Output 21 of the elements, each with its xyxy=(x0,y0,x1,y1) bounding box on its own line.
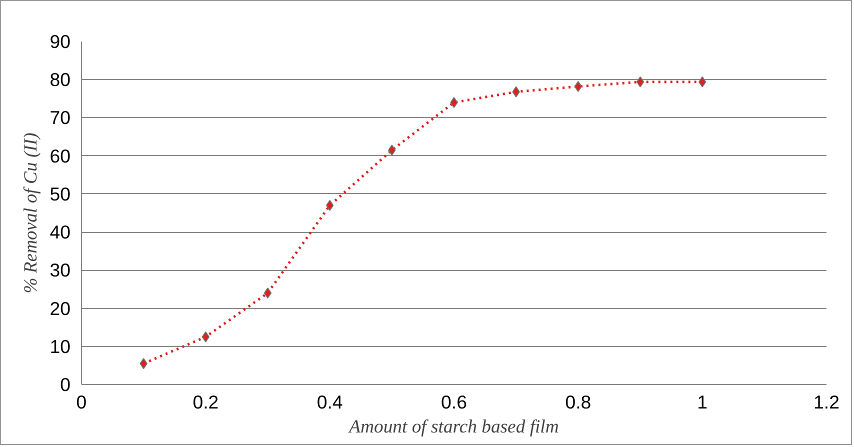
y-tick-label: 40 xyxy=(50,222,71,243)
y-tick-label: 50 xyxy=(50,183,71,204)
y-tick-label: 60 xyxy=(50,145,71,166)
point xyxy=(636,76,644,88)
y-tick-label: 30 xyxy=(50,260,71,281)
x-tick-label: 1 xyxy=(697,392,708,412)
x-tick-label: 1.2 xyxy=(814,392,840,412)
x-tick-label: 0.4 xyxy=(316,392,343,412)
y-tick-label: 20 xyxy=(50,298,71,319)
y-axis-title: % Removal of Cu (II) xyxy=(20,132,42,294)
x-tick-label: 0 xyxy=(76,392,87,412)
x-tick-label: 0.8 xyxy=(565,392,592,412)
x-tick-label: 0.6 xyxy=(441,392,467,412)
y-tick-label: 70 xyxy=(50,107,71,128)
point xyxy=(264,288,272,299)
y-tick-label: 90 xyxy=(50,31,71,52)
y-tick-label: 80 xyxy=(50,69,71,90)
x-axis-title: Amount of starch based film xyxy=(347,416,559,438)
y-tick-label: 0 xyxy=(60,374,71,395)
x-tick-label: 0.2 xyxy=(192,392,219,412)
y-tick-label: 10 xyxy=(50,336,71,357)
